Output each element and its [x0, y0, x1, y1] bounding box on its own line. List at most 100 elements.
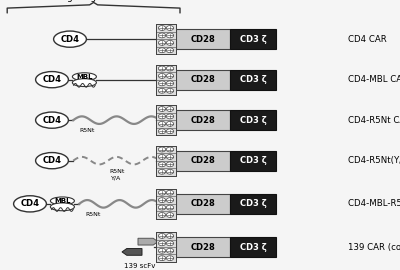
Circle shape — [166, 73, 174, 78]
Circle shape — [158, 205, 166, 210]
Bar — [230, 110, 276, 130]
Circle shape — [158, 212, 166, 217]
Bar — [156, 232, 176, 262]
Text: CD4: CD4 — [20, 199, 40, 208]
FancyArrow shape — [122, 248, 142, 255]
Circle shape — [166, 169, 174, 174]
Bar — [156, 65, 176, 94]
Circle shape — [158, 234, 166, 238]
Circle shape — [166, 66, 174, 71]
Circle shape — [166, 190, 174, 195]
Circle shape — [166, 241, 174, 246]
Ellipse shape — [36, 153, 68, 169]
Circle shape — [158, 190, 166, 195]
Circle shape — [158, 248, 166, 253]
Bar — [176, 150, 230, 171]
Bar — [230, 150, 276, 171]
Bar — [230, 69, 276, 90]
Text: 139 CAR (control): 139 CAR (control) — [348, 242, 400, 252]
Text: CD4-R5Nt(Y/A) CAR: CD4-R5Nt(Y/A) CAR — [348, 156, 400, 165]
Text: CD4: CD4 — [42, 75, 62, 84]
Circle shape — [158, 40, 166, 45]
Circle shape — [158, 88, 166, 93]
Circle shape — [158, 147, 166, 152]
Circle shape — [166, 212, 174, 217]
Bar — [230, 237, 276, 257]
Circle shape — [158, 129, 166, 134]
Circle shape — [166, 26, 174, 31]
Circle shape — [158, 122, 166, 126]
Circle shape — [166, 234, 174, 238]
Bar — [176, 237, 230, 257]
Circle shape — [158, 169, 166, 174]
Circle shape — [158, 107, 166, 112]
Text: CD4-R5Nt CAR: CD4-R5Nt CAR — [348, 116, 400, 125]
Text: CD3 ζ: CD3 ζ — [240, 242, 267, 252]
Circle shape — [166, 198, 174, 202]
Text: CD4-MBL CAR: CD4-MBL CAR — [348, 75, 400, 84]
Circle shape — [166, 205, 174, 210]
Circle shape — [158, 154, 166, 159]
Ellipse shape — [54, 31, 86, 47]
Circle shape — [166, 122, 174, 126]
Circle shape — [158, 198, 166, 202]
Text: Targeting Domain: Targeting Domain — [54, 0, 134, 2]
Circle shape — [158, 81, 166, 86]
Text: CD4: CD4 — [42, 116, 62, 125]
Bar — [176, 194, 230, 214]
Ellipse shape — [72, 79, 96, 86]
Bar — [156, 189, 176, 219]
Bar — [156, 24, 176, 54]
Text: CD28: CD28 — [191, 156, 216, 165]
Text: R5Nt: R5Nt — [86, 212, 101, 217]
Circle shape — [166, 40, 174, 45]
Circle shape — [166, 162, 174, 167]
Text: CD3 ζ: CD3 ζ — [240, 35, 267, 44]
Circle shape — [166, 107, 174, 112]
Circle shape — [158, 114, 166, 119]
Circle shape — [166, 129, 174, 134]
Bar — [176, 29, 230, 49]
Circle shape — [158, 73, 166, 78]
Text: R5Nt
Y/A: R5Nt Y/A — [109, 169, 124, 180]
Circle shape — [158, 162, 166, 167]
Text: CD3 ζ: CD3 ζ — [240, 75, 267, 84]
Bar — [156, 65, 176, 94]
Bar — [156, 232, 176, 262]
Circle shape — [158, 256, 166, 261]
Text: CD4: CD4 — [60, 35, 80, 44]
Text: CD28: CD28 — [191, 242, 216, 252]
Ellipse shape — [36, 112, 68, 128]
Text: CD28: CD28 — [191, 199, 216, 208]
Bar — [156, 146, 176, 176]
Circle shape — [158, 48, 166, 53]
Text: CD28: CD28 — [191, 75, 216, 84]
Text: CD28: CD28 — [191, 35, 216, 44]
Text: CD28: CD28 — [191, 116, 216, 125]
Circle shape — [166, 81, 174, 86]
Bar — [156, 189, 176, 219]
Text: MBL: MBL — [76, 74, 93, 80]
Ellipse shape — [36, 72, 68, 88]
Bar — [156, 146, 176, 176]
Bar — [156, 24, 176, 54]
Circle shape — [166, 256, 174, 261]
Circle shape — [158, 26, 166, 31]
Circle shape — [166, 154, 174, 159]
Bar — [230, 29, 276, 49]
Circle shape — [166, 88, 174, 93]
Circle shape — [166, 48, 174, 53]
Circle shape — [158, 66, 166, 71]
Text: CD4-MBL-R5Nt CAR: CD4-MBL-R5Nt CAR — [348, 199, 400, 208]
Circle shape — [158, 33, 166, 38]
Ellipse shape — [50, 203, 74, 211]
Bar — [230, 194, 276, 214]
Text: 139 scFv: 139 scFv — [124, 263, 156, 269]
Circle shape — [158, 241, 166, 246]
Text: CD3 ζ: CD3 ζ — [240, 116, 267, 125]
Text: CD3 ζ: CD3 ζ — [240, 199, 267, 208]
Bar — [176, 69, 230, 90]
Ellipse shape — [72, 73, 96, 80]
Ellipse shape — [50, 197, 74, 205]
Text: CD4: CD4 — [42, 156, 62, 165]
